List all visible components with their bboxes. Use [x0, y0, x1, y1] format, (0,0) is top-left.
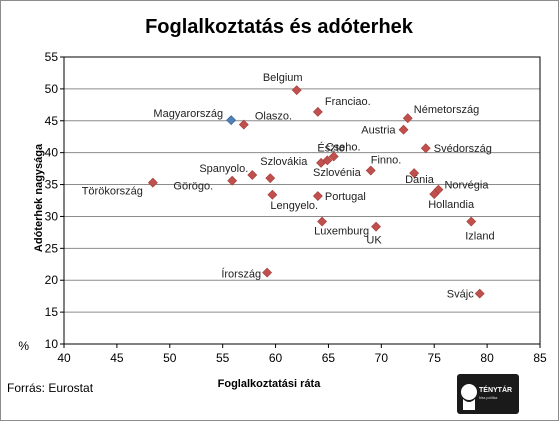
data-point — [262, 267, 273, 278]
data-point — [291, 85, 302, 96]
x-axis-title: Foglalkoztatási ráta — [218, 378, 322, 390]
point-label: Görögo. — [173, 181, 213, 193]
data-point — [227, 175, 238, 186]
point-label: Írország — [221, 268, 261, 281]
data-point — [466, 216, 477, 227]
data-point — [317, 216, 328, 227]
data-point — [312, 191, 323, 201]
point-label: Norvégia — [444, 180, 489, 192]
y-axis-title: Adóterhek nagysága — [33, 143, 45, 252]
y-tick-label: 10 — [45, 337, 59, 351]
logo-shoulders-icon — [463, 399, 475, 410]
y-tick-label: 50 — [45, 82, 59, 96]
logo-subtext: friss politika — [479, 396, 497, 400]
x-axis-ticks: 40 45 50 55 60 65 70 75 80 85 — [57, 344, 547, 365]
point-label: Luxemburg — [314, 226, 369, 238]
data-point — [409, 168, 420, 179]
point-label: Svédország — [434, 143, 492, 155]
point-label: Magyarország — [153, 108, 223, 120]
x-tick-label: 80 — [480, 351, 494, 365]
data-point — [398, 124, 409, 135]
data-point — [402, 113, 413, 124]
point-label: Izland — [465, 231, 494, 243]
x-tick-label: 75 — [428, 351, 442, 365]
point-label: Szlovénia — [313, 167, 362, 179]
point-label: Finno. — [371, 155, 402, 167]
data-point — [328, 151, 339, 162]
y-tick-label: 15 — [45, 305, 59, 319]
point-label: Svájc — [447, 289, 474, 301]
x-tick-label: 50 — [163, 351, 177, 365]
y-tick-label: 55 — [45, 50, 59, 64]
logo-text: TÉNYTÁR — [479, 385, 512, 394]
data-point — [226, 115, 237, 126]
point-label: Dánia — [405, 174, 435, 186]
data-point — [265, 173, 276, 184]
data-point — [247, 170, 258, 180]
x-tick-label: 85 — [533, 351, 547, 365]
data-point — [371, 221, 381, 232]
point-label: UK — [366, 235, 382, 247]
point-label: Lengyelo. — [270, 200, 318, 212]
data-point — [316, 157, 326, 168]
x-tick-label: 45 — [110, 351, 124, 365]
data-point — [267, 189, 278, 200]
data-point — [312, 106, 323, 117]
y-tick-label: 35 — [45, 178, 59, 192]
data-point — [365, 165, 376, 176]
x-tick-label: 70 — [375, 351, 389, 365]
data-point — [147, 177, 158, 188]
data-point — [238, 119, 249, 130]
grid — [64, 88, 540, 313]
point-labels: Belgium Magyarország Olaszo. Franciao. Német… — [82, 72, 495, 300]
point-label: Spanyolo. — [199, 163, 248, 175]
x-tick-label: 60 — [269, 351, 283, 365]
point-label: Észto. — [317, 141, 348, 154]
y-unit-label: % — [18, 339, 29, 353]
y-tick-label: 25 — [45, 241, 59, 255]
plot-area — [63, 56, 541, 345]
logo-head-icon — [461, 384, 477, 400]
data-point — [420, 143, 431, 154]
point-label: Franciao. — [325, 96, 371, 108]
point-label: Belgium — [263, 72, 303, 84]
data-point — [429, 189, 440, 200]
data-points — [147, 85, 485, 299]
point-label: Hollandia — [428, 199, 475, 211]
y-tick-label: 30 — [45, 209, 59, 223]
point-label: Németország — [414, 104, 479, 116]
point-label: Törökország — [82, 186, 143, 198]
point-label: Szlovákia — [260, 156, 308, 168]
point-label: Olaszo. — [255, 111, 292, 123]
point-label: Austria — [361, 125, 396, 137]
y-axis-ticks: 10 15 20 25 30 35 40 45 50 55 — [45, 50, 64, 351]
y-tick-label: 45 — [45, 114, 59, 128]
y-tick-label: 40 — [45, 146, 59, 160]
chart-title: Foglalkoztatás és adóterhek — [145, 16, 414, 38]
x-tick-label: 40 — [57, 351, 71, 365]
tenytar-logo: TÉNYTÁR friss politika — [457, 374, 519, 414]
x-tick-label: 55 — [216, 351, 230, 365]
source-note: Forrás: Eurostat — [7, 381, 94, 395]
x-tick-label: 65 — [322, 351, 336, 365]
point-label: Portugal — [325, 191, 366, 203]
point-label: Cseho. — [326, 141, 361, 153]
y-tick-label: 20 — [45, 273, 59, 287]
data-point — [474, 288, 485, 299]
